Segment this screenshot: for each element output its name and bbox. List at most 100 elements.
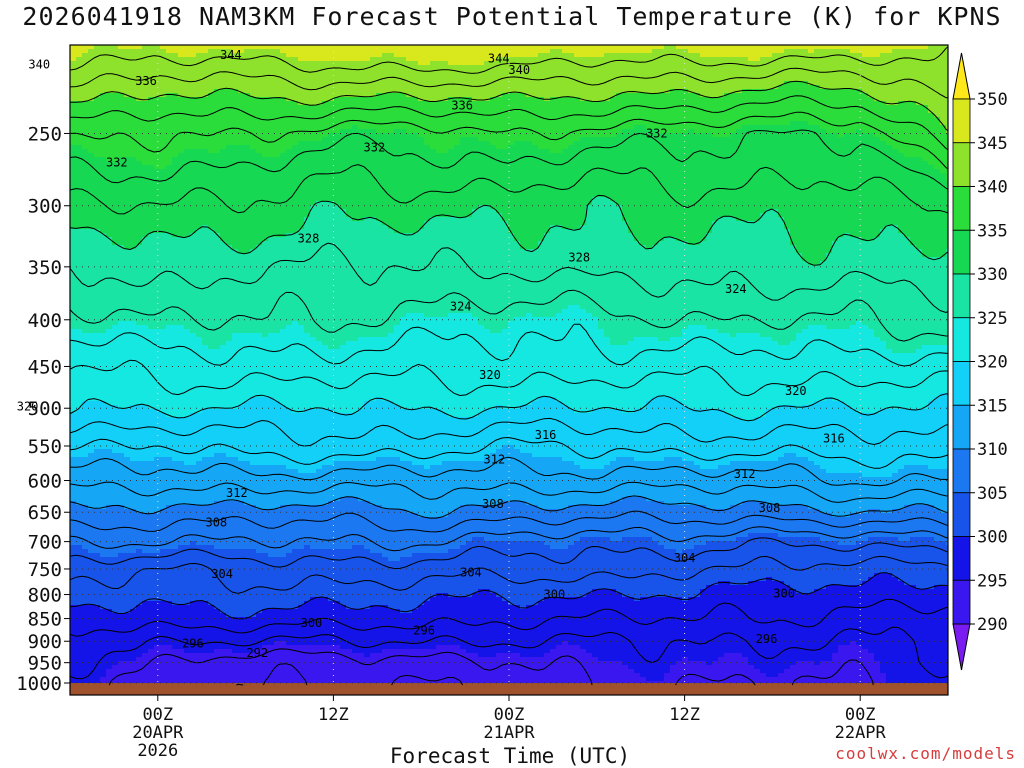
heatmap-cell bbox=[118, 157, 125, 162]
heatmap-cell bbox=[526, 161, 533, 166]
heatmap-cell bbox=[562, 93, 569, 98]
heatmap-cell bbox=[76, 145, 83, 150]
heatmap-cell bbox=[544, 169, 551, 174]
heatmap-cell bbox=[430, 129, 437, 134]
heatmap-cell bbox=[334, 129, 341, 134]
heatmap-cell bbox=[502, 81, 509, 86]
heatmap-cell bbox=[286, 81, 293, 86]
heatmap-cell bbox=[442, 145, 449, 150]
heatmap-cell bbox=[376, 73, 383, 78]
heatmap-cell bbox=[634, 121, 641, 126]
heatmap-cell bbox=[520, 129, 527, 134]
heatmap-cell bbox=[436, 45, 443, 50]
heatmap-cell bbox=[322, 145, 329, 150]
heatmap-cell bbox=[574, 61, 581, 66]
heatmap-cell bbox=[136, 109, 143, 114]
heatmap-cell bbox=[640, 73, 647, 78]
heatmap-cell bbox=[742, 137, 749, 142]
heatmap-cell bbox=[526, 125, 533, 130]
heatmap-cell bbox=[724, 169, 731, 174]
heatmap-cell bbox=[898, 65, 905, 70]
heatmap-cell bbox=[580, 129, 587, 134]
heatmap-cell bbox=[628, 173, 635, 178]
heatmap-cell bbox=[352, 93, 359, 98]
heatmap-cell bbox=[334, 65, 341, 70]
heatmap-cell bbox=[292, 173, 299, 178]
heatmap-cell bbox=[574, 105, 581, 110]
heatmap-cell bbox=[94, 101, 101, 106]
heatmap-cell bbox=[616, 105, 623, 110]
heatmap-cell bbox=[868, 81, 875, 86]
heatmap-cell bbox=[226, 77, 233, 82]
heatmap-cell bbox=[76, 93, 83, 98]
heatmap-cell bbox=[430, 97, 437, 102]
heatmap-cell bbox=[82, 85, 89, 90]
heatmap-cell bbox=[874, 45, 881, 50]
heatmap-cell bbox=[658, 117, 665, 122]
heatmap-cell bbox=[418, 113, 425, 118]
heatmap-cell bbox=[826, 109, 833, 114]
heatmap-cell bbox=[682, 97, 689, 102]
heatmap-cell bbox=[574, 169, 581, 174]
heatmap-cell bbox=[352, 173, 359, 178]
heatmap-cell bbox=[928, 57, 935, 62]
heatmap-cell bbox=[880, 101, 887, 106]
heatmap-cell bbox=[328, 109, 335, 114]
heatmap-cell bbox=[886, 117, 893, 122]
heatmap-cell bbox=[532, 173, 539, 178]
heatmap-cell bbox=[682, 49, 689, 54]
heatmap-cell bbox=[670, 73, 677, 78]
heatmap-cell bbox=[226, 49, 233, 54]
heatmap-cell bbox=[670, 97, 677, 102]
heatmap-cell bbox=[628, 117, 635, 122]
heatmap-cell bbox=[358, 45, 365, 50]
heatmap-cell bbox=[832, 85, 839, 90]
heatmap-cell bbox=[730, 53, 737, 58]
heatmap-cell bbox=[886, 49, 893, 54]
heatmap-cell bbox=[100, 125, 107, 130]
heatmap-cell bbox=[124, 153, 131, 158]
heatmap-cell bbox=[886, 149, 893, 154]
heatmap-cell bbox=[130, 149, 137, 154]
heatmap-cell bbox=[388, 73, 395, 78]
heatmap-cell bbox=[238, 65, 245, 70]
heatmap-cell bbox=[886, 93, 893, 98]
heatmap-cell bbox=[490, 77, 497, 82]
heatmap-cell bbox=[568, 165, 575, 170]
heatmap-cell bbox=[676, 165, 683, 170]
heatmap-cell bbox=[526, 145, 533, 150]
heatmap-cell bbox=[934, 65, 941, 70]
heatmap-cell bbox=[868, 97, 875, 102]
heatmap-cell bbox=[454, 165, 461, 170]
heatmap-cell bbox=[946, 53, 948, 58]
heatmap-cell bbox=[208, 121, 215, 126]
heatmap-cell bbox=[226, 149, 233, 154]
heatmap-cell bbox=[544, 129, 551, 134]
heatmap-cell bbox=[544, 149, 551, 154]
heatmap-cell bbox=[514, 117, 521, 122]
heatmap-cell bbox=[82, 153, 89, 158]
heatmap-cell bbox=[520, 89, 527, 94]
heatmap-cell bbox=[472, 121, 479, 126]
heatmap-cell bbox=[412, 77, 419, 82]
heatmap-cell bbox=[736, 105, 743, 110]
heatmap-cell bbox=[694, 153, 701, 158]
heatmap-cell bbox=[406, 125, 413, 130]
heatmap-cell bbox=[898, 93, 905, 98]
heatmap-cell bbox=[790, 57, 797, 62]
heatmap-cell bbox=[922, 49, 929, 54]
heatmap-cell bbox=[514, 101, 521, 106]
heatmap-cell bbox=[940, 89, 947, 94]
heatmap-cell bbox=[94, 141, 101, 146]
heatmap-cell bbox=[442, 105, 449, 110]
heatmap-cell bbox=[142, 149, 149, 154]
heatmap-cell bbox=[832, 89, 839, 94]
heatmap-cell bbox=[496, 141, 503, 146]
heatmap-cell bbox=[526, 69, 533, 74]
heatmap-cell bbox=[94, 45, 101, 50]
heatmap-cell bbox=[730, 45, 737, 50]
heatmap-cell bbox=[868, 161, 875, 166]
heatmap-cell bbox=[310, 49, 317, 54]
heatmap-cell bbox=[640, 93, 647, 98]
heatmap-cell bbox=[850, 117, 857, 122]
